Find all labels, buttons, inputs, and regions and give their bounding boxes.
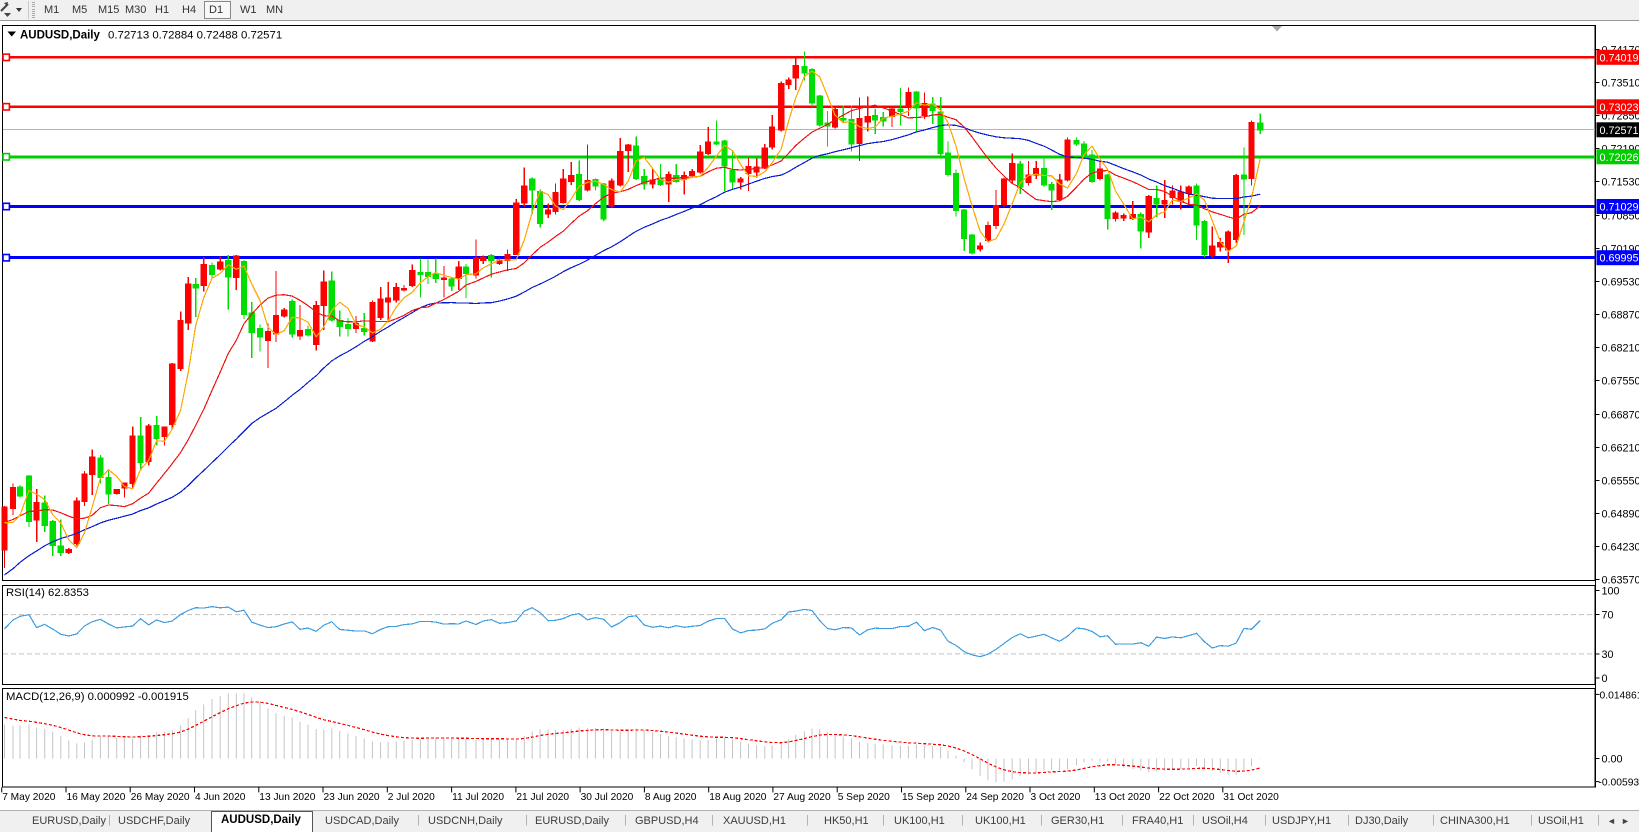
svg-text:8 Aug 2020: 8 Aug 2020 [645,792,697,803]
svg-text:18 Aug 2020: 18 Aug 2020 [709,792,767,803]
svg-text:0.66210: 0.66210 [1602,442,1639,454]
svg-text:0.63570: 0.63570 [1602,574,1639,586]
svg-text:0.68870: 0.68870 [1602,309,1639,321]
svg-text:26 May 2020: 26 May 2020 [131,792,190,803]
svg-text:0.71530: 0.71530 [1602,176,1639,188]
svg-text:31 Oct 2020: 31 Oct 2020 [1223,792,1279,803]
svg-text:23 Jun 2020: 23 Jun 2020 [324,792,380,803]
svg-text:0.72571: 0.72571 [1600,125,1639,137]
svg-text:0.64230: 0.64230 [1602,541,1639,553]
svg-text:4 Jun 2020: 4 Jun 2020 [195,792,246,803]
svg-text:5 Sep 2020: 5 Sep 2020 [838,792,890,803]
svg-text:0.64890: 0.64890 [1602,508,1639,520]
svg-text:0.66870: 0.66870 [1602,409,1639,421]
svg-text:11 Jul 2020: 11 Jul 2020 [452,792,504,803]
svg-text:22 Oct 2020: 22 Oct 2020 [1159,792,1215,803]
svg-text:16 May 2020: 16 May 2020 [67,792,126,803]
svg-text:MACD(12,26,9) 0.000992 -0.0019: MACD(12,26,9) 0.000992 -0.001915 [6,691,189,703]
svg-text:-0.005938: -0.005938 [1599,778,1639,789]
svg-text:0.69995: 0.69995 [1600,253,1639,265]
svg-text:0.68210: 0.68210 [1602,342,1639,354]
svg-text:AUDUSD,Daily: AUDUSD,Daily [20,30,100,42]
svg-text:24 Sep 2020: 24 Sep 2020 [966,792,1024,803]
svg-text:RSI(14) 62.8353: RSI(14) 62.8353 [6,587,89,599]
svg-text:0.014861: 0.014861 [1600,690,1639,701]
svg-text:27 Aug 2020: 27 Aug 2020 [773,792,831,803]
svg-text:0.72713 0.72884 0.72488 0.7257: 0.72713 0.72884 0.72488 0.72571 [108,30,282,42]
svg-text:70: 70 [1602,610,1614,622]
svg-text:30 Jul 2020: 30 Jul 2020 [581,792,634,803]
svg-text:30: 30 [1602,649,1614,661]
svg-text:7 May 2020: 7 May 2020 [2,792,56,803]
svg-text:0.74019: 0.74019 [1600,52,1639,64]
svg-text:15 Sep 2020: 15 Sep 2020 [902,792,960,803]
svg-text:0.67550: 0.67550 [1602,375,1639,387]
svg-text:0: 0 [1602,673,1608,685]
svg-text:100: 100 [1602,586,1620,598]
svg-text:0.72026: 0.72026 [1600,152,1639,164]
svg-text:0.71029: 0.71029 [1600,202,1639,214]
svg-text:3 Oct 2020: 3 Oct 2020 [1031,792,1081,803]
svg-text:13 Jun 2020: 13 Jun 2020 [259,792,315,803]
svg-text:21 Jul 2020: 21 Jul 2020 [516,792,569,803]
svg-text:2 Jul 2020: 2 Jul 2020 [388,792,435,803]
svg-text:0.69530: 0.69530 [1602,276,1639,288]
svg-text:0.73510: 0.73510 [1602,77,1639,89]
svg-text:0.65550: 0.65550 [1602,475,1639,487]
svg-text:0.00: 0.00 [1602,754,1623,766]
svg-text:0.73023: 0.73023 [1600,102,1639,114]
svg-text:13 Oct 2020: 13 Oct 2020 [1095,792,1151,803]
